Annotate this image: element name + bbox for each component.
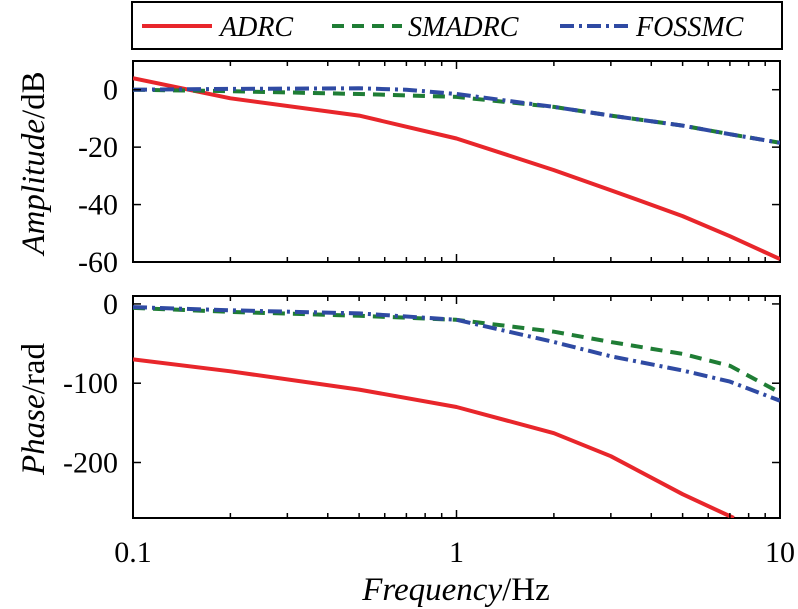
- x-axis-title-unit: /Hz: [502, 572, 550, 608]
- phase-y-tick-label-2: -200: [63, 447, 118, 480]
- phase-series-fossmc: [133, 305, 780, 403]
- phase-ticks-group: 0 -100 -200: [63, 288, 780, 518]
- amplitude-y-tick-label-0: 0: [103, 74, 118, 107]
- legend-label-smadrc: SMADRC: [408, 12, 519, 43]
- x-tick-label-1: 1: [449, 536, 464, 569]
- legend-box: [131, 1, 783, 50]
- legend: ADRC SMADRC FOSSMC: [131, 1, 783, 50]
- phase-y-axis-title: Phase/rad: [16, 343, 52, 476]
- amplitude-y-tick-label-1: -20: [78, 131, 118, 164]
- phase-series-smadrc: [133, 305, 780, 395]
- amplitude-panel: 0 -20 -40 -60 Amplitude/dB: [16, 60, 781, 279]
- phase-series-group: [133, 305, 780, 518]
- amplitude-axes-frame: [132, 60, 781, 263]
- amplitude-series-fossmc: [133, 86, 780, 145]
- phase-series-adrc: [133, 357, 735, 518]
- x-tick-label-2: 10: [765, 536, 795, 569]
- phase-y-tick-label-0: 0: [103, 288, 118, 321]
- amplitude-series-adrc: [133, 76, 780, 261]
- amplitude-ticks-group: 0 -20 -40 -60: [78, 61, 780, 279]
- phase-panel: 0 -100 -200 Phase/rad: [16, 288, 781, 519]
- x-axis-title-main: Frequency: [361, 572, 502, 608]
- legend-label-adrc: ADRC: [218, 12, 293, 43]
- phase-y-tick-label-1: -100: [63, 367, 118, 400]
- amplitude-series-smadrc: [133, 87, 780, 145]
- phase-y-axis-title-unit: /rad: [16, 343, 52, 395]
- amplitude-y-axis-title-main: Amplitude: [16, 119, 52, 257]
- x-axis-title: Frequency/Hz: [361, 572, 550, 608]
- x-axis: 0.1 1 10: [114, 536, 795, 569]
- legend-label-fossmc: FOSSMC: [635, 12, 744, 43]
- phase-y-axis-title-main: Phase: [16, 394, 52, 476]
- amplitude-y-axis-title: Amplitude/dB: [16, 71, 52, 256]
- amplitude-y-tick-label-2: -40: [78, 189, 118, 222]
- x-tick-label-0: 0.1: [114, 536, 152, 569]
- amplitude-series-group: [133, 76, 780, 261]
- amplitude-y-axis-title-unit: /dB: [16, 71, 52, 119]
- amplitude-y-tick-label-3: -60: [78, 246, 118, 279]
